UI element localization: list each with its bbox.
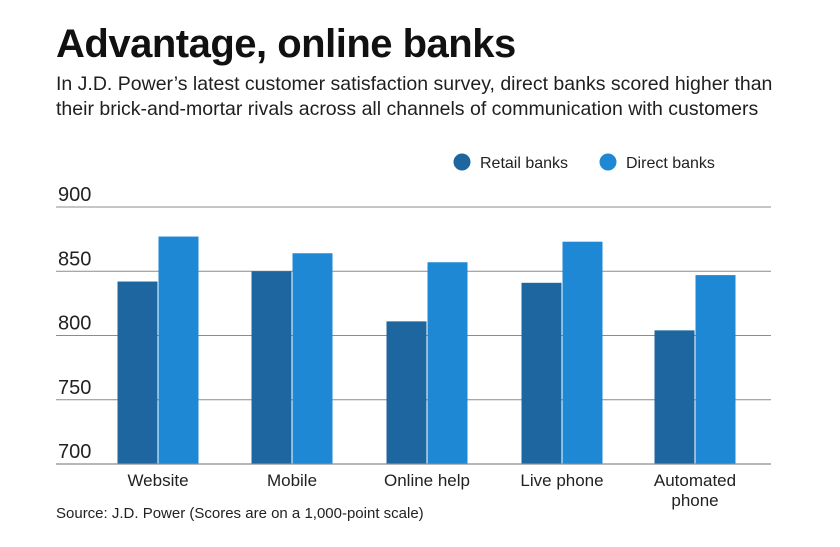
legend-swatch-retail [453,153,471,171]
y-tick-label-700: 700 [58,441,91,463]
source-note: Source: J.D. Power (Scores are on a 1,00… [56,505,424,522]
chart-title: Advantage, online banks [56,22,516,66]
x-tick-label-3: Live phone [520,471,603,490]
x-tick-label-1: Mobile [267,471,317,490]
bar-direct-0 [158,236,199,464]
x-tick-label-0: Website [127,471,188,490]
bar-retail-2 [386,321,427,464]
bar-retail-0 [117,281,158,464]
legend-label-direct: Direct banks [626,155,715,172]
legend-swatch-direct [599,153,617,171]
bar-direct-1 [292,253,333,464]
bar-direct-4 [695,275,736,464]
y-tick-label-750: 750 [58,377,91,399]
bar-direct-3 [562,241,603,464]
bar-retail-3 [521,282,562,464]
x-tick-label-4: Automated phone [654,471,736,510]
legend-label-retail: Retail banks [480,155,568,172]
bar-retail-1 [251,271,292,464]
bar-retail-4 [654,330,695,464]
y-tick-label-800: 800 [58,313,91,335]
chart-subtitle: In J.D. Power’s latest customer satisfac… [56,73,773,120]
bar-direct-2 [427,262,468,464]
y-tick-label-900: 900 [58,184,91,206]
x-tick-label-2: Online help [384,471,470,490]
y-tick-label-850: 850 [58,248,91,270]
